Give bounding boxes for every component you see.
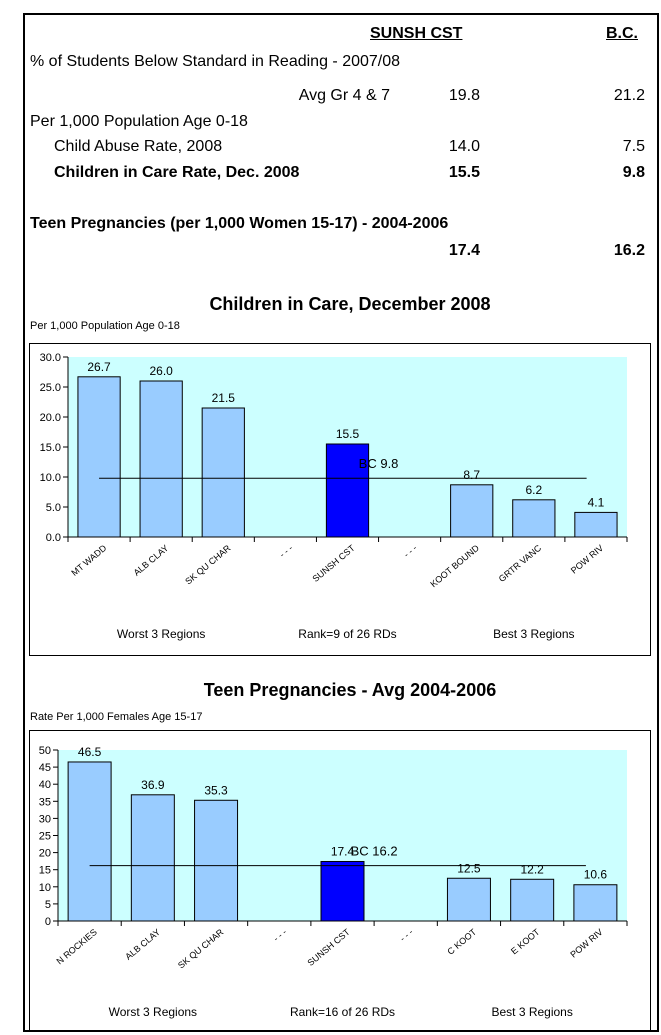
y-tick-label: 10 xyxy=(39,882,51,894)
row-reading-region: 19.8 xyxy=(448,87,480,104)
column-header-region: SUNSH CST xyxy=(370,25,463,42)
category-label: C KOOT xyxy=(445,927,478,957)
bar-value-label: 6.2 xyxy=(525,483,542,497)
category-label: N ROCKIES xyxy=(55,927,99,966)
row-reading-label: Avg Gr 4 & 7 xyxy=(298,87,390,104)
chart1-title: Children in Care, December 2008 xyxy=(209,294,491,314)
category-label: - - - xyxy=(398,927,415,944)
report-frame xyxy=(23,13,659,1032)
chart-footer-label: Worst 3 Regions xyxy=(117,627,205,641)
y-tick-label: 10.0 xyxy=(40,472,61,484)
bar xyxy=(512,499,556,538)
category-label: MT WADD xyxy=(69,543,108,578)
chart1-subtitle: Per 1,000 Population Age 0-18 xyxy=(30,320,180,332)
category-label: SUNSH CST xyxy=(311,543,358,584)
bar xyxy=(77,376,121,538)
row-reading-bc: 21.2 xyxy=(613,87,645,104)
chart-footer-label: Rank=16 of 26 RDs xyxy=(290,1005,395,1019)
section-reading-title: % of Students Below Standard in Reading … xyxy=(30,53,401,70)
y-tick-label: 20.0 xyxy=(40,412,61,424)
bar-value-label: 26.7 xyxy=(87,360,111,374)
chart-footer-label: Rank=9 of 26 RDs xyxy=(298,627,396,641)
row-care-label: Children in Care Rate, Dec. 2008 xyxy=(54,164,300,181)
y-tick-label: 50 xyxy=(39,745,51,757)
chart2-title: Teen Pregnancies - Avg 2004-2006 xyxy=(203,680,497,700)
row-teen-bc: 16.2 xyxy=(613,242,645,259)
y-tick-label: 25 xyxy=(39,831,51,843)
bar-value-label: 12.2 xyxy=(520,862,544,876)
chart1-svg: 0.0 5.0 10.0 15.0 20.0 25.0 30.0 26.7 MT WADD 26.… xyxy=(40,352,628,641)
category-label: POW RIV xyxy=(568,927,604,960)
section-population-title: Per 1,000 Population Age 0-18 xyxy=(30,113,248,130)
bar-value-label: 10.6 xyxy=(584,868,608,882)
row-care-region: 15.5 xyxy=(448,164,480,181)
y-tick-label: 25.0 xyxy=(40,382,61,394)
category-label: GRTR VANC xyxy=(497,543,544,585)
bar-value-label: 35.3 xyxy=(204,783,228,797)
bc-reference-label: BC 9.8 xyxy=(359,456,399,471)
bar-value-label: 26.0 xyxy=(149,364,173,378)
y-tick-label: 0 xyxy=(45,916,51,928)
bc-reference-label: BC 16.2 xyxy=(351,844,398,859)
y-tick-label: 5.0 xyxy=(46,502,61,514)
bar xyxy=(325,443,370,538)
row-abuse-region: 14.0 xyxy=(448,138,480,155)
y-tick-label: 40 xyxy=(39,779,51,791)
y-tick-label: 20 xyxy=(39,848,51,860)
section-teen-title: Teen Pregnancies (per 1,000 Women 15-17)… xyxy=(30,215,449,232)
category-label: POW RIV xyxy=(569,543,605,576)
chart2-svg: 0 5 10 15 20 25 30 35 40 45 50 46.5 N ROCKIES 36.9 ALB… xyxy=(39,745,628,1019)
y-tick-label: 45 xyxy=(39,762,51,774)
bar-value-label: 4.1 xyxy=(588,495,605,509)
bar xyxy=(201,407,245,538)
chart1-box: 0.0 5.0 10.0 15.0 20.0 25.0 30.0 26.7 MT WADD 26.… xyxy=(29,343,651,656)
bar xyxy=(573,884,618,922)
category-label: SUNSH CST xyxy=(306,927,353,968)
chart-footer-label: Worst 3 Regions xyxy=(109,1005,197,1019)
category-label: E KOOT xyxy=(509,927,542,957)
y-tick-label: 0.0 xyxy=(46,532,61,544)
category-label: ALB CLAY xyxy=(132,543,171,578)
category-label: - - - xyxy=(402,543,419,560)
bar xyxy=(139,380,183,538)
y-tick-label: 15.0 xyxy=(40,442,61,454)
row-abuse-label: Child Abuse Rate, 2008 xyxy=(54,138,223,155)
category-label: - - - xyxy=(278,543,295,560)
y-tick-label: 30 xyxy=(39,813,51,825)
bar-value-label: 15.5 xyxy=(336,427,360,441)
bar xyxy=(320,860,365,922)
bar xyxy=(194,799,239,922)
bar xyxy=(510,878,555,922)
category-label: KOOT BOUND xyxy=(428,543,481,590)
y-tick-label: 30.0 xyxy=(40,352,61,364)
category-label: SK QU CHAR xyxy=(183,543,233,587)
bar xyxy=(446,877,491,922)
chart2-box: 0 5 10 15 20 25 30 35 40 45 50 46.5 N ROCKIES 36.9 ALB… xyxy=(29,730,651,1031)
category-label: - - - xyxy=(271,927,288,944)
category-label: ALB CLAY xyxy=(123,927,162,962)
row-teen-region: 17.4 xyxy=(448,242,480,259)
bar-value-label: 36.9 xyxy=(141,778,165,792)
bar xyxy=(574,511,618,538)
bar-value-label: 17.4 xyxy=(331,844,355,858)
bar-value-label: 8.7 xyxy=(463,468,480,482)
bar xyxy=(450,484,494,538)
chart-footer-label: Best 3 Regions xyxy=(491,1005,572,1019)
category-label: SK QU CHAR xyxy=(176,927,226,971)
bar-value-label: 21.5 xyxy=(212,391,236,405)
chart2-subtitle: Rate Per 1,000 Females Age 15-17 xyxy=(30,711,203,723)
bar-value-label: 46.5 xyxy=(78,745,102,759)
y-tick-label: 15 xyxy=(39,865,51,877)
row-abuse-bc: 7.5 xyxy=(622,138,645,155)
bar xyxy=(130,794,175,922)
y-tick-label: 5 xyxy=(45,899,51,911)
bar xyxy=(67,761,112,922)
chart-footer-label: Best 3 Regions xyxy=(493,627,574,641)
bar-value-label: 12.5 xyxy=(457,861,481,875)
column-header-bc: B.C. xyxy=(606,25,638,42)
row-care-bc: 9.8 xyxy=(622,164,645,181)
y-tick-label: 35 xyxy=(39,796,51,808)
